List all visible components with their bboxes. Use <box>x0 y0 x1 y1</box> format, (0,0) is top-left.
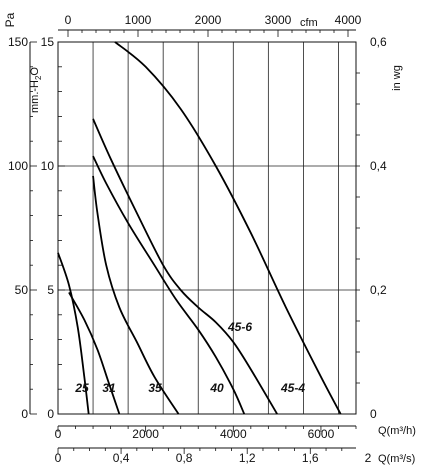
fan-curve-45-4 <box>114 41 342 415</box>
fan-curve-25 <box>57 252 90 415</box>
inwg-axis-label: in wg <box>391 65 403 91</box>
m3s-tick-label: 0,4 <box>113 451 130 465</box>
cfm-tick-label: 4000 <box>335 13 362 27</box>
fan-curve-35 <box>92 175 180 415</box>
pa-axis-label: Pa <box>3 12 17 27</box>
fan-curves: 25 31 35 40 45-6 45-4 <box>57 41 342 415</box>
axis-labels: Pa mm.-H2O in wg cfm Q(m³/h) Q(m³/s) <box>3 12 416 465</box>
cfm-tick-label: 3000 <box>265 13 292 27</box>
m3h-axis-label: Q(m³/h) <box>378 425 416 437</box>
inwg-tick-label: 0,6 <box>370 35 387 49</box>
fan-curve-label-40: 40 <box>209 381 224 395</box>
fan-curve-31 <box>68 292 121 415</box>
mm-h2o-axis-label: mm.-H2O <box>29 67 43 113</box>
m3h-tick-label: 0 <box>55 427 62 441</box>
axes: 0 1000 2000 3000 400005010015005101500,20,40… <box>8 13 387 465</box>
mm-tick-label: 5 <box>47 283 54 297</box>
mm-tick-label: 10 <box>41 159 55 173</box>
fan-curve-label-45-4: 45-4 <box>280 381 305 395</box>
inwg-tick-label: 0,2 <box>370 283 387 297</box>
pa-tick-label: 50 <box>15 283 29 297</box>
m3h-tick-label: 6000 <box>308 427 335 441</box>
mm-h2o-label-sub: 2 <box>34 75 43 80</box>
mm-tick-label: 0 <box>47 407 54 421</box>
fan-curve-45-6 <box>92 118 278 415</box>
mm-h2o-label-tail: O <box>29 67 41 76</box>
m3h-tick-label: 2000 <box>132 427 159 441</box>
pa-tick-label: 150 <box>8 35 28 49</box>
cfm-tick-label: 2000 <box>195 13 222 27</box>
cfm-tick-label: 1000 <box>125 13 152 27</box>
inwg-tick-label: 0,4 <box>370 159 387 173</box>
fan-curve-label-25: 25 <box>74 381 89 395</box>
m3s-tick-label: 0,8 <box>176 451 193 465</box>
fan-curve-label-45-6: 45-6 <box>227 320 252 334</box>
pa-tick-label: 100 <box>8 159 28 173</box>
grid <box>58 42 356 414</box>
m3s-tick-label: 1,2 <box>239 451 256 465</box>
cfm-axis-label: cfm <box>300 17 318 29</box>
m3s-tick-label: 0 <box>55 451 62 465</box>
cfm-tick-label: 0 <box>65 13 72 27</box>
fan-curve-40 <box>92 155 246 415</box>
m3s-tick-label: 2 <box>365 451 372 465</box>
m3h-tick-label: 4000 <box>220 427 247 441</box>
fan-curve-label-35: 35 <box>148 381 162 395</box>
mm-tick-label: 15 <box>41 35 55 49</box>
m3s-axis-label: Q(m³/s) <box>378 453 415 465</box>
pa-tick-label: 0 <box>21 407 28 421</box>
inwg-tick-label: 0 <box>370 407 377 421</box>
mm-h2o-label-main: mm.-H <box>29 80 41 113</box>
fan-curve-label-31: 31 <box>102 381 116 395</box>
m3s-tick-label: 1,6 <box>302 451 319 465</box>
